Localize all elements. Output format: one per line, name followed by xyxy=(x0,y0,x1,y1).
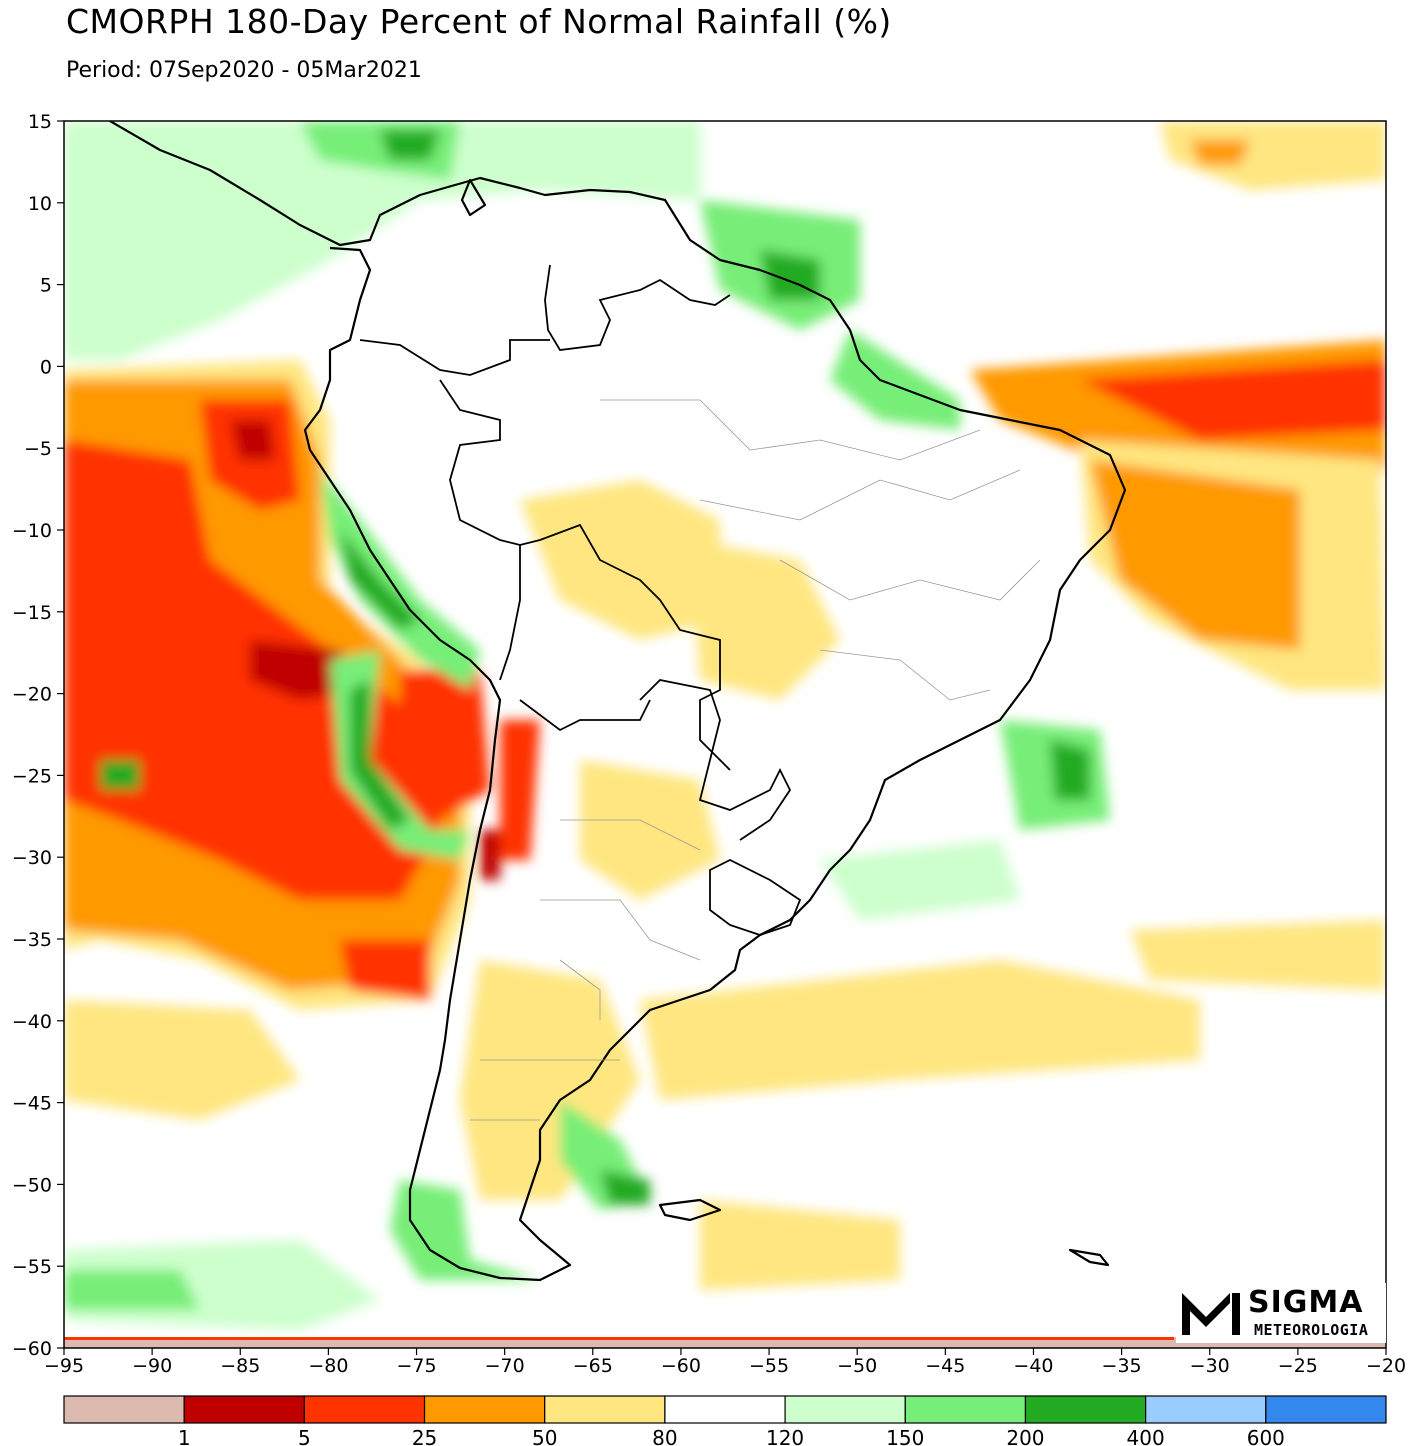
y-tick-label: −10 xyxy=(12,520,52,542)
y-tick-label: −40 xyxy=(12,1011,52,1033)
y-tick-label: −30 xyxy=(12,847,52,869)
map-frame xyxy=(63,120,1387,1349)
x-tick-label: −80 xyxy=(308,1355,348,1377)
map-title: CMORPH 180-Day Percent of Normal Rainfal… xyxy=(66,2,892,41)
colorbar-label: 80 xyxy=(652,1426,677,1446)
y-tick-label: 0 xyxy=(40,356,52,378)
x-tick-label: −45 xyxy=(925,1355,965,1377)
coastline xyxy=(109,121,1127,1282)
axis-ticks: −95 −90 −85 −80 −75 −70 −65 −60 −55 −50 −45 −40 −35−… xyxy=(12,111,1406,1377)
logo-subtitle: METEOROLOGIA xyxy=(1254,1321,1369,1339)
sigma-logo: SIGMA METEOROLOGIA xyxy=(1176,1283,1386,1343)
x-tick-label: −70 xyxy=(485,1355,525,1377)
colorbar-swatch xyxy=(784,1395,906,1424)
colorbar-label: 600 xyxy=(1247,1426,1285,1446)
x-tick-label: −20 xyxy=(1366,1355,1406,1377)
colorbar-label: 200 xyxy=(1006,1426,1044,1446)
colorbar-swatch xyxy=(664,1395,786,1424)
rainfall-field xyxy=(64,121,1386,1348)
y-tick-label: −5 xyxy=(24,438,52,460)
x-tick-label: −25 xyxy=(1278,1355,1318,1377)
x-tick-label: −85 xyxy=(220,1355,260,1377)
colorbar: 1 5 25 50 80 120 150 200 400 600 xyxy=(63,1395,1387,1446)
colorbar-swatch xyxy=(63,1395,185,1424)
period-label: Period: 07Sep2020 - 05Mar2021 xyxy=(66,58,422,83)
colorbar-label: 25 xyxy=(412,1426,437,1446)
y-tick-label: −60 xyxy=(12,1338,52,1360)
y-tick-label: −55 xyxy=(12,1256,52,1278)
state-borders xyxy=(470,399,1041,1121)
x-tick-label: −95 xyxy=(44,1355,84,1377)
colorbar-swatch xyxy=(544,1395,666,1424)
x-tick-label: −50 xyxy=(837,1355,877,1377)
x-tick-label: −30 xyxy=(1190,1355,1230,1377)
colorbar-swatch xyxy=(183,1395,305,1424)
y-tick-label: 5 xyxy=(40,275,52,297)
x-tick-label: −35 xyxy=(1102,1355,1142,1377)
colorbar-swatch xyxy=(1265,1395,1387,1424)
colorbar-swatch xyxy=(303,1395,426,1424)
country-borders xyxy=(359,264,802,936)
colorbar-swatch xyxy=(1024,1395,1147,1424)
colorbar-label: 1 xyxy=(178,1426,191,1446)
y-tick-label: −50 xyxy=(12,1174,52,1196)
x-tick-label: −40 xyxy=(1013,1355,1053,1377)
y-tick-label: −20 xyxy=(12,684,52,706)
x-tick-label: −65 xyxy=(573,1355,613,1377)
y-tick-label: 10 xyxy=(28,193,52,215)
x-tick-label: −75 xyxy=(396,1355,436,1377)
colorbar-label: 120 xyxy=(766,1426,804,1446)
colorbar-label: 150 xyxy=(886,1426,924,1446)
logo-name: SIGMA xyxy=(1248,1285,1364,1320)
colorbar-swatch xyxy=(423,1395,546,1424)
y-tick-label: −35 xyxy=(12,929,52,951)
colorbar-swatch xyxy=(904,1395,1027,1424)
y-tick-label: −25 xyxy=(12,765,52,787)
sigma-logo-icon xyxy=(1182,1293,1240,1335)
y-tick-label: 15 xyxy=(28,111,52,133)
x-tick-label: −60 xyxy=(661,1355,701,1377)
colorbar-swatch xyxy=(1145,1395,1267,1424)
x-tick-label: −90 xyxy=(132,1355,172,1377)
colorbar-label: 5 xyxy=(298,1426,311,1446)
colorbar-label: 400 xyxy=(1127,1426,1165,1446)
colorbar-label: 50 xyxy=(532,1426,557,1446)
y-tick-label: −45 xyxy=(12,1093,52,1115)
y-tick-label: −15 xyxy=(12,602,52,624)
x-tick-label: −55 xyxy=(749,1355,789,1377)
